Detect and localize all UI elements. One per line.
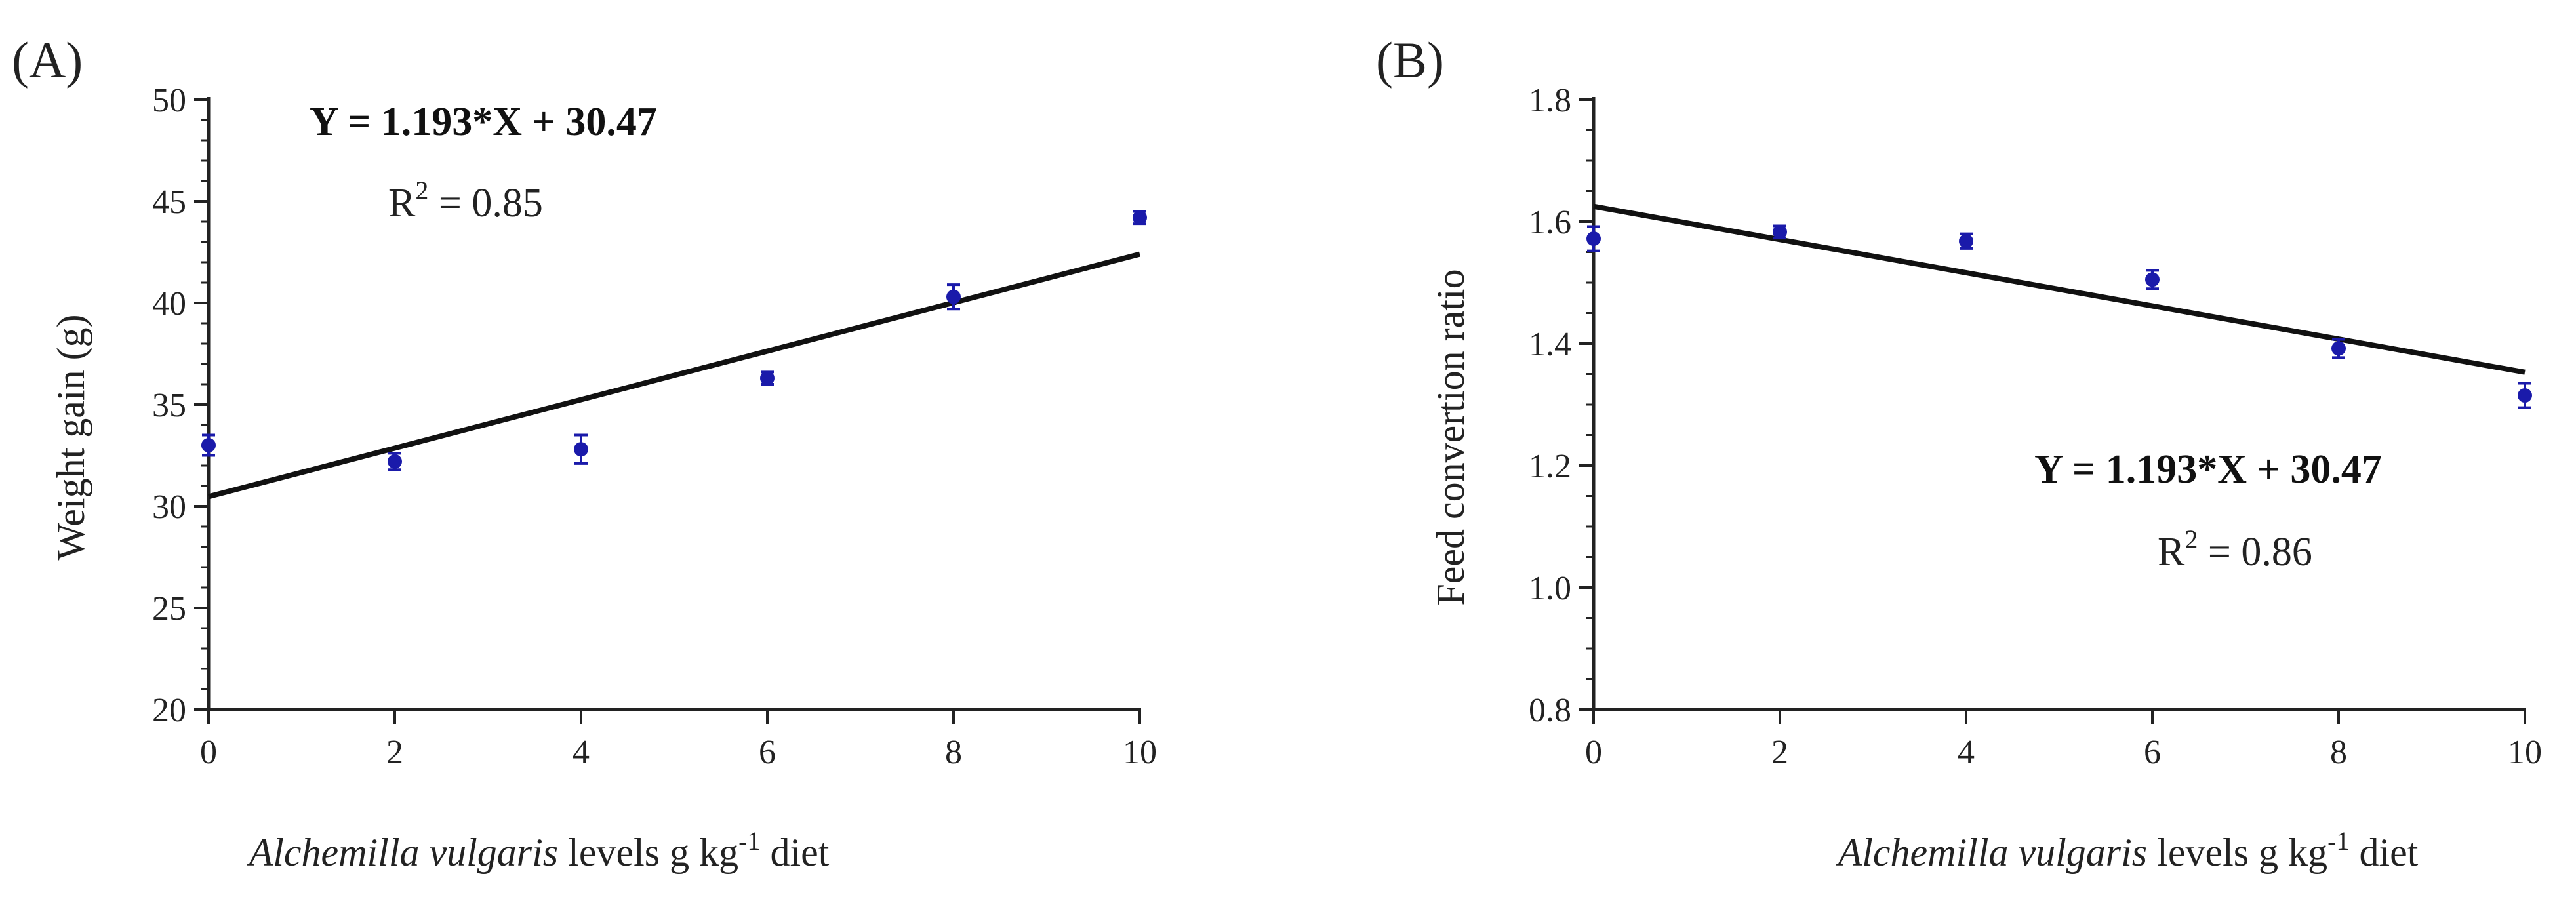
data-point (574, 442, 588, 457)
regression-equation: Y = 1.193*X + 30.47 (310, 100, 657, 144)
x-tick-label: 8 (945, 734, 962, 771)
y-tick-label: 1.8 (1529, 82, 1571, 119)
r-squared-label: R2 = 0.86 (2158, 525, 2312, 574)
x-tick-label: 10 (2508, 734, 2542, 771)
panel-label: (A) (12, 31, 83, 89)
data-point (760, 370, 775, 386)
data-point (1586, 231, 1601, 247)
data-point (2518, 388, 2532, 403)
y-tick-label: 0.8 (1529, 692, 1571, 729)
x-tick-label: 8 (2330, 734, 2347, 771)
x-tick-label: 0 (1585, 734, 1602, 771)
panel-label: (B) (1376, 31, 1444, 89)
x-tick-label: 6 (759, 734, 776, 771)
y-tick-label: 30 (152, 488, 186, 526)
r-squared-label: R2 = 0.85 (388, 176, 543, 226)
x-tick-label: 2 (1771, 734, 1788, 771)
y-tick-label: 35 (152, 387, 186, 424)
y-axis-title: Weight gain (g) (49, 314, 92, 560)
x-axis-title: Alchemilla vulgaris levels g kg-1 diet (1836, 826, 2419, 874)
data-point (1133, 210, 1147, 225)
regression-line (1593, 203, 2526, 375)
data-point (1773, 224, 1787, 239)
x-tick-label: 4 (573, 734, 590, 771)
panel-b: (B) Y = 1.193*X + 30.47 R2 = 0.86 Alchem… (1376, 31, 2542, 874)
x-tick-label: 6 (2144, 734, 2161, 771)
y-tick-label: 40 (152, 285, 186, 323)
regression-line (207, 251, 1141, 500)
x-tick-label: 2 (386, 734, 403, 771)
y-tick-label: 1.2 (1529, 448, 1571, 485)
y-tick-label: 20 (152, 692, 186, 729)
data-point (201, 438, 216, 452)
panel-a: (A) Y = 1.193*X + 30.47 R2 = 0.85 Alchem… (12, 31, 1157, 874)
y-tick-label: 25 (152, 590, 186, 628)
x-tick-label: 0 (200, 734, 217, 771)
data-point (2145, 272, 2160, 287)
y-tick-label: 1.0 (1529, 570, 1571, 607)
data-point (946, 289, 961, 304)
data-point (1959, 233, 1973, 249)
x-tick-label: 4 (1958, 734, 1975, 771)
y-tick-label: 1.6 (1529, 204, 1571, 241)
x-tick-label: 10 (1123, 734, 1157, 771)
data-point (2331, 341, 2346, 356)
y-axis-title: Feed convertion ratio (1429, 269, 1472, 605)
regression-equation: Y = 1.193*X + 30.47 (2034, 447, 2382, 492)
x-axis-title: Alchemilla vulgaris levels g kg-1 diet (247, 826, 830, 874)
y-tick-label: 1.4 (1529, 326, 1571, 363)
y-tick-label: 45 (152, 184, 186, 221)
data-point (388, 454, 402, 469)
y-tick-label: 50 (152, 82, 186, 119)
